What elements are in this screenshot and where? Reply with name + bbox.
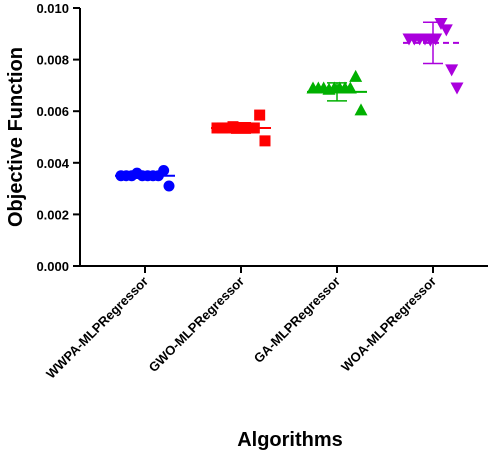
x-axis-label: Algorithms <box>237 429 343 451</box>
data-point <box>254 109 266 121</box>
axes <box>79 8 488 267</box>
data-point <box>158 165 170 177</box>
data-point <box>349 69 363 82</box>
y-tick-label: 0.004 <box>36 156 69 171</box>
data-point <box>354 103 368 116</box>
series-GA-MLPRegressor <box>306 69 368 116</box>
y-tick-label: 0.000 <box>36 259 69 274</box>
data-point <box>163 180 175 192</box>
series-layer <box>115 17 464 192</box>
y-tick-label: 0.006 <box>36 104 69 119</box>
data-point <box>439 24 453 37</box>
data-point <box>259 135 271 147</box>
data-point <box>445 64 459 77</box>
x-tick-label: WWPA-MLPRegressor <box>43 274 151 382</box>
y-tick-label: 0.010 <box>36 1 69 16</box>
x-tick-label: GA-MLPRegressor <box>251 274 343 366</box>
y-tick-label: 0.008 <box>36 53 69 68</box>
series-GWO-MLPRegressor <box>211 109 271 147</box>
x-tick-label: GWO-MLPRegressor <box>146 274 248 376</box>
data-point <box>450 82 464 95</box>
data-point <box>343 81 357 94</box>
data-point <box>434 17 448 30</box>
y-ticks: 0.000 0.002 0.004 0.006 0.008 0.010 <box>36 1 80 274</box>
series-WOA-MLPRegressor <box>402 17 464 95</box>
x-tick-label: WOA-MLPRegressor <box>338 274 439 375</box>
series-WWPA-MLPRegressor <box>115 165 175 192</box>
y-tick-label: 0.002 <box>36 207 69 222</box>
y-axis-label: Objective Function <box>5 47 27 227</box>
